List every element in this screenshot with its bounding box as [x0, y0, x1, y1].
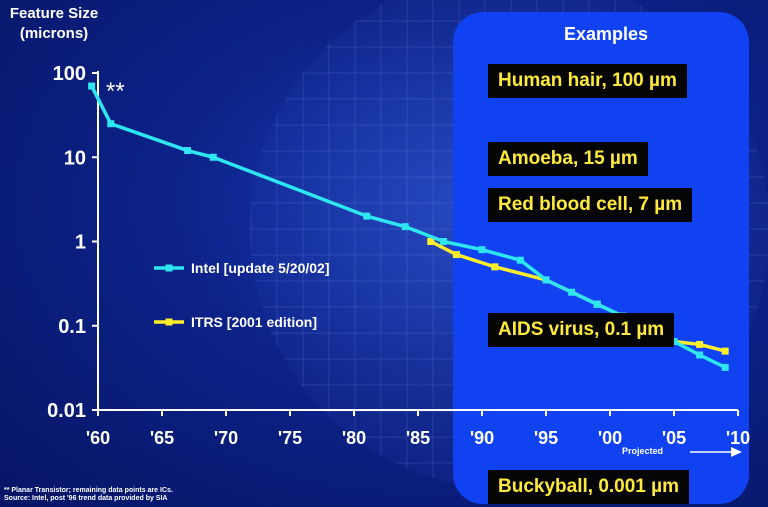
data-point-intel: [107, 120, 115, 128]
data-point-intel: [593, 300, 601, 308]
data-point-itrs: [696, 340, 704, 348]
data-point-intel: [568, 288, 576, 296]
example-amoeba: Amoeba, 15 µm: [488, 142, 648, 176]
x-tick-label: '00: [598, 428, 622, 448]
x-tick-label: '05: [662, 428, 686, 448]
examples-title: Examples: [563, 24, 649, 44]
data-point-intel: [516, 256, 524, 264]
legend-marker-intel: [165, 264, 173, 272]
x-tick-label: '10: [726, 428, 750, 448]
y-tick-label: 1: [75, 232, 86, 254]
y-tick-label: 10: [64, 147, 86, 169]
legend-label-intel: Intel [update 5/20/02]: [191, 260, 329, 276]
projected-arrow-head: [731, 447, 742, 457]
y-axis-label-line-2: (microns): [19, 25, 89, 42]
data-point-itrs: [427, 238, 435, 245]
y-tick-label: 100: [53, 63, 86, 85]
data-point-intel: [209, 153, 217, 161]
data-point-intel: [401, 223, 409, 231]
data-point-intel: [478, 246, 486, 254]
data-point-intel: [721, 363, 729, 371]
x-tick-label: '60: [86, 428, 110, 448]
footnote-line-2: Source: Intel, post '96 trend data provi…: [4, 495, 168, 502]
data-point-itrs: [452, 251, 460, 259]
planar-transistor-annotation: **: [106, 78, 125, 105]
x-tick-label: '75: [278, 428, 302, 448]
x-tick-label: '70: [214, 428, 238, 448]
example-buckyball: Buckyball, 0.001 µm: [488, 470, 689, 504]
x-tick-label: '95: [534, 428, 558, 448]
data-point-intel: [88, 82, 96, 90]
x-tick-label: '90: [470, 428, 494, 448]
projected-label: Projected: [622, 446, 664, 456]
footnote-line-1: ** Planar Transistor; remaining data poi…: [4, 487, 173, 494]
y-tick-label: 0.01: [47, 400, 86, 422]
data-point-intel: [363, 212, 371, 220]
example-red-blood-cell: Red blood cell, 7 µm: [488, 188, 693, 222]
example-human-hair: Human hair, 100 µm: [488, 64, 687, 98]
legend-label-itrs: ITRS [2001 edition]: [191, 314, 317, 330]
x-tick-label: '65: [150, 428, 174, 448]
y-tick-label: 0.1: [58, 316, 86, 338]
footnote: ** Planar Transistor; remaining data poi…: [4, 487, 173, 503]
data-point-intel: [184, 147, 192, 155]
example-aids-virus: AIDS virus, 0.1 µm: [488, 313, 675, 347]
data-point-intel: [440, 238, 448, 245]
y-axis-label: Feature Size (microns): [6, 4, 102, 44]
data-point-intel: [696, 351, 704, 359]
x-tick-label: '85: [406, 428, 430, 448]
x-tick-label: '80: [342, 428, 366, 448]
data-point-itrs: [721, 347, 729, 355]
data-point-itrs: [491, 263, 499, 271]
y-axis-label-line-1: Feature Size: [9, 5, 99, 22]
legend-marker-itrs: [165, 318, 173, 326]
data-point-intel: [542, 276, 550, 284]
